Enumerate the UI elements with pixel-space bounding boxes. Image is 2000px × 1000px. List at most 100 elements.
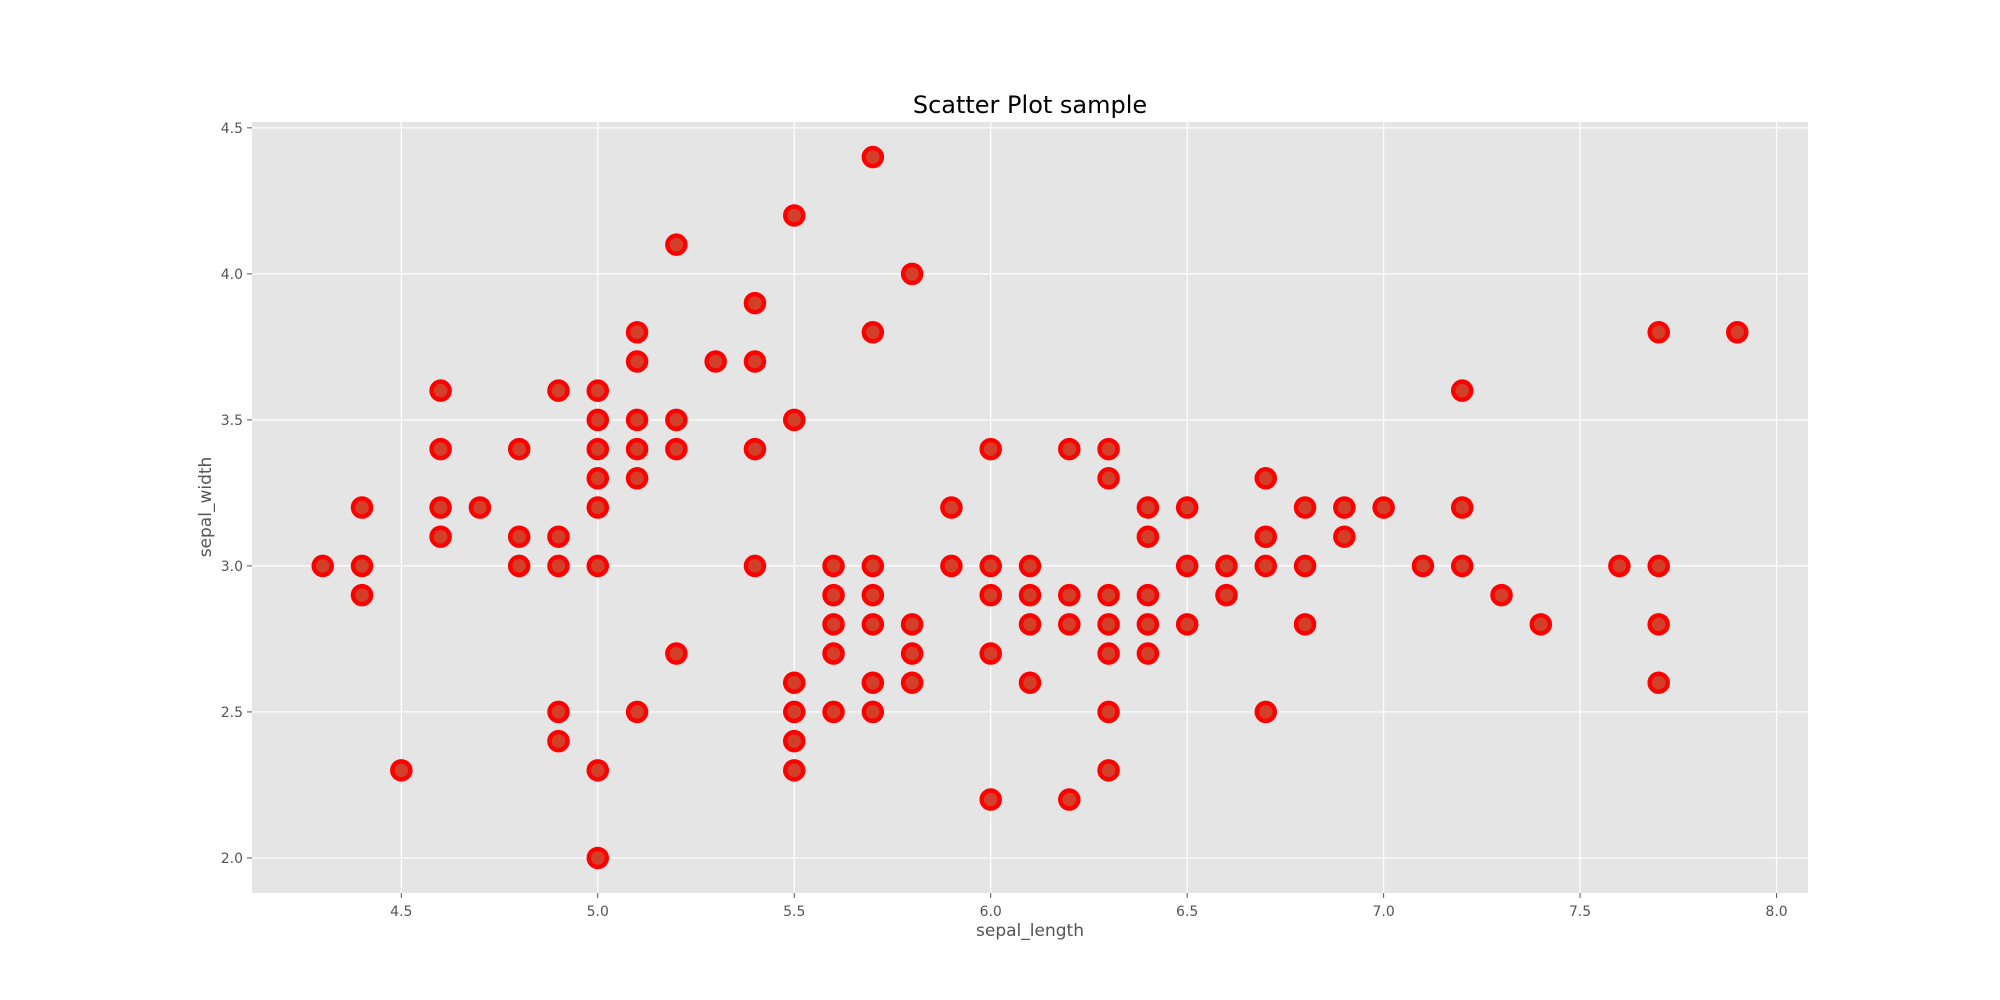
scatter-point	[390, 759, 413, 782]
scatter-point	[940, 554, 963, 578]
x-axis-ticks: 4.5 5.0 5.5 6.0 6.5 7.0 7.5 8.0	[390, 893, 1788, 920]
scatter-point	[782, 408, 806, 432]
scatter-point	[782, 700, 806, 724]
scatter-point	[822, 642, 845, 665]
scatter-point	[861, 613, 885, 636]
scatter-point	[350, 496, 374, 519]
scatter-point	[665, 437, 688, 461]
scatter-point	[979, 437, 1002, 461]
scatter-point	[625, 700, 649, 724]
scatter-point	[350, 554, 374, 578]
scatter-point	[1333, 496, 1356, 519]
scatter-point	[1726, 321, 1749, 344]
scatter-point	[1254, 554, 1278, 578]
x-tick-label: 4.5	[390, 904, 412, 920]
scatter-point	[822, 554, 845, 578]
scatter-point	[547, 729, 570, 753]
y-axis-ticks: 2.0 2.5 3.0 3.5 4.0 4.5	[221, 121, 252, 867]
scatter-point	[547, 379, 570, 402]
scatter-point	[1018, 554, 1042, 578]
y-axis-label: sepal_width	[196, 457, 216, 558]
scatter-point	[429, 525, 452, 548]
chart-title: Scatter Plot sample	[913, 91, 1147, 119]
scatter-point	[1293, 554, 1317, 578]
scatter-point	[1018, 583, 1042, 607]
scatter-point	[1647, 554, 1670, 578]
scatter-point	[940, 496, 963, 519]
y-tick-label: 3.0	[221, 559, 243, 575]
scatter-point	[1608, 554, 1631, 578]
scatter-point	[1529, 613, 1553, 636]
scatter-point	[861, 145, 885, 169]
scatter-point	[1254, 700, 1278, 724]
scatter-point	[625, 467, 649, 490]
x-tick-label: 5.0	[587, 904, 609, 920]
scatter-point	[782, 729, 806, 753]
scatter-point	[586, 408, 610, 432]
scatter-point	[1215, 554, 1238, 578]
scatter-point	[1450, 496, 1474, 519]
scatter-point	[547, 700, 570, 724]
scatter-point	[1058, 788, 1081, 811]
scatter-point	[979, 583, 1002, 607]
scatter-point	[743, 350, 767, 373]
scatter-point	[1136, 496, 1160, 519]
scatter-point	[1136, 583, 1160, 607]
scatter-point	[1136, 613, 1160, 636]
scatter-point	[625, 437, 649, 461]
scatter-point	[547, 525, 570, 548]
scatter-point	[1490, 583, 1513, 607]
scatter-point	[861, 671, 885, 694]
scatter-point	[743, 554, 767, 578]
scatter-point	[586, 437, 610, 461]
scatter-point	[1175, 496, 1199, 519]
scatter-point	[1450, 379, 1474, 402]
scatter-point	[468, 496, 492, 519]
scatter-point	[822, 613, 845, 636]
scatter-point	[743, 291, 767, 315]
x-axis-label: sepal_length	[976, 921, 1084, 941]
scatter-point	[743, 437, 767, 461]
scatter-point	[1411, 554, 1435, 578]
scatter-point	[1018, 671, 1042, 694]
x-tick-label: 7.5	[1569, 904, 1591, 920]
scatter-point	[1136, 642, 1160, 665]
x-tick-label: 5.5	[783, 904, 805, 920]
scatter-point	[586, 379, 610, 402]
scatter-point	[1058, 613, 1081, 636]
x-tick-label: 6.0	[980, 904, 1002, 920]
scatter-point	[1097, 583, 1120, 607]
scatter-point	[1136, 525, 1160, 548]
scatter-point	[547, 554, 570, 578]
scatter-point	[625, 321, 649, 344]
scatter-point	[1372, 496, 1395, 519]
scatter-point	[1647, 671, 1670, 694]
scatter-point	[1175, 613, 1199, 636]
scatter-point	[1097, 613, 1120, 636]
plot-background	[252, 122, 1808, 893]
scatter-point	[861, 321, 885, 344]
data-points	[311, 145, 1749, 870]
scatter-point	[900, 671, 924, 694]
scatter-point	[822, 583, 845, 607]
scatter-point	[586, 846, 610, 870]
scatter-point	[861, 554, 885, 578]
x-tick-label: 6.5	[1176, 904, 1198, 920]
scatter-point	[665, 408, 688, 432]
x-tick-label: 7.0	[1373, 904, 1395, 920]
scatter-point	[586, 467, 610, 490]
y-tick-label: 3.5	[221, 413, 243, 429]
scatter-point	[1333, 525, 1356, 548]
scatter-point	[822, 700, 845, 724]
scatter-point	[1097, 642, 1120, 665]
scatter-point	[429, 379, 452, 402]
scatter-point	[429, 437, 452, 461]
scatter-point	[1215, 583, 1238, 607]
scatter-point	[979, 788, 1002, 811]
scatter-point	[586, 554, 610, 578]
scatter-point	[1097, 437, 1120, 461]
scatter-point	[1293, 496, 1317, 519]
scatter-point	[507, 525, 531, 548]
scatter-point	[979, 554, 1002, 578]
